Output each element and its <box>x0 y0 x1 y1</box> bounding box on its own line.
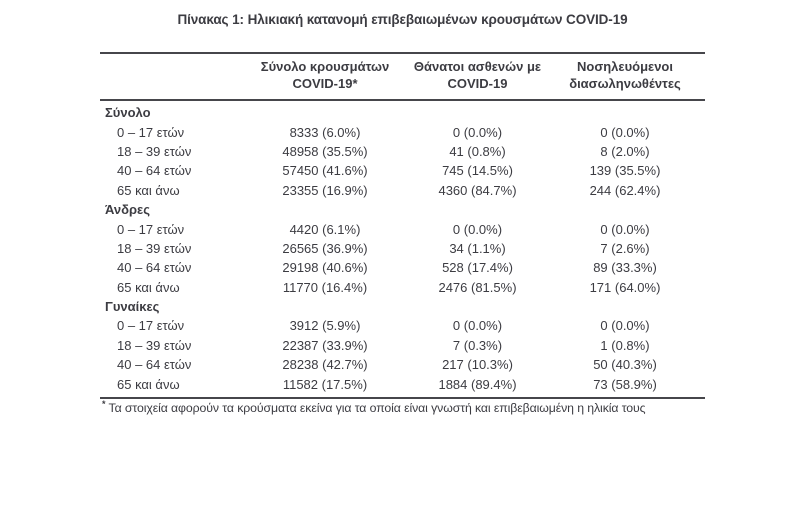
deaths-value: 0 (0.0%) <box>452 221 503 237</box>
deaths-value: 528 (17.4%) <box>442 260 513 276</box>
footnote: * Τα στοιχεία αφορούν τα κρούσματα εκείν… <box>102 399 742 415</box>
header-total-cases: Σύνολο κρουσμάτων COVID-19* <box>240 58 410 92</box>
table-row: 65 και άνω 23355 (16.9%) 4360 (84.7%) 244 (… <box>100 181 705 200</box>
intubated-value: 0 (0.0%) <box>600 221 650 237</box>
intubated-value: 244 (62.4%) <box>589 182 661 198</box>
age-label: 0 – 17 ετών <box>117 318 185 334</box>
table-row: 65 και άνω 11582 (17.5%) 1884 (89.4%) 73 (5… <box>100 374 705 393</box>
header-deaths-line2: COVID-19 <box>447 76 508 91</box>
group-header-row: Γυναίκες <box>100 297 705 316</box>
footnote-marker: * <box>102 399 106 409</box>
group-header-row: Άνδρες <box>100 200 705 219</box>
covid-age-distribution-table: Σύνολο κρουσμάτων COVID-19* Θάνατοι ασθε… <box>100 52 705 399</box>
deaths-value: 41 (0.8%) <box>449 143 506 159</box>
cases-value: 48958 (35.5%) <box>282 143 368 159</box>
table-title: Πίνακας 1: Ηλικιακή κατανομή επιβεβαιωμέ… <box>177 12 628 27</box>
age-label: 18 – 39 ετών <box>117 240 192 256</box>
intubated-value: 73 (58.9%) <box>593 376 657 392</box>
cases-value: 22387 (33.9%) <box>282 337 368 353</box>
deaths-value: 745 (14.5%) <box>442 163 513 179</box>
intubated-value: 171 (64.0%) <box>589 279 661 295</box>
cases-value: 11770 (16.4%) <box>282 279 368 295</box>
cases-value: 57450 (41.6%) <box>282 163 368 179</box>
table-row: 40 – 64 ετών 29198 (40.6%) 528 (17.4%) 89 (… <box>100 258 705 277</box>
deaths-value: 4360 (84.7%) <box>438 182 517 198</box>
header-intubated-line1: Νοσηλευόμενοι <box>577 59 673 74</box>
age-label: 0 – 17 ετών <box>117 124 185 140</box>
intubated-value: 139 (35.5%) <box>589 163 661 179</box>
deaths-value: 217 (10.3%) <box>442 357 513 373</box>
cases-value: 23355 (16.9%) <box>282 182 368 198</box>
deaths-value: 2476 (81.5%) <box>438 279 517 295</box>
header-empty-cell <box>100 58 240 92</box>
table-header-row: Σύνολο κρουσμάτων COVID-19* Θάνατοι ασθε… <box>100 52 705 101</box>
age-label: 40 – 64 ετών <box>117 357 192 373</box>
header-total-cases-line2: COVID-19* <box>292 76 358 91</box>
deaths-value: 0 (0.0%) <box>452 318 503 334</box>
deaths-value: 7 (0.3%) <box>452 337 503 353</box>
header-intubated-line2: διασωληνωθέντες <box>569 76 681 91</box>
footnote-text: Τα στοιχεία αφορούν τα κρούσματα εκείνα … <box>108 401 646 416</box>
table-row: 40 – 64 ετών 57450 (41.6%) 745 (14.5%) 139 … <box>100 161 705 180</box>
cases-value: 3912 (5.9%) <box>289 318 361 334</box>
cases-value: 26565 (36.9%) <box>282 240 368 256</box>
age-label: 18 – 39 ετών <box>117 143 192 159</box>
group-label: Άνδρες <box>105 202 150 218</box>
intubated-value: 89 (33.3%) <box>593 260 657 276</box>
group-label: Σύνολο <box>105 105 151 121</box>
deaths-value: 34 (1.1%) <box>449 240 506 256</box>
intubated-value: 1 (0.8%) <box>600 337 650 353</box>
age-label: 0 – 17 ετών <box>117 221 185 237</box>
cases-value: 8333 (6.0%) <box>289 124 361 140</box>
intubated-value: 0 (0.0%) <box>600 124 650 140</box>
age-label: 65 και άνω <box>117 376 180 392</box>
table-row: 65 και άνω 11770 (16.4%) 2476 (81.5%) 171 (… <box>100 278 705 297</box>
intubated-value: 50 (40.3%) <box>593 357 657 373</box>
cases-value: 29198 (40.6%) <box>282 260 368 276</box>
cases-value: 4420 (6.1%) <box>289 221 361 237</box>
cases-value: 28238 (42.7%) <box>282 357 368 373</box>
age-label: 40 – 64 ετών <box>117 260 192 276</box>
age-label: 40 – 64 ετών <box>117 163 192 179</box>
cases-value: 11582 (17.5%) <box>282 376 368 392</box>
table-row: 0 – 17 ετών 4420 (6.1%) 0 (0.0%) 0 (0.0%) <box>100 219 705 238</box>
deaths-value: 1884 (89.4%) <box>438 376 517 392</box>
age-label: 65 και άνω <box>117 279 180 295</box>
table-row: 18 – 39 ετών 22387 (33.9%) 7 (0.3%) 1 (0.8%… <box>100 336 705 355</box>
table-row: 18 – 39 ετών 48958 (35.5%) 41 (0.8%) 8 (2.0… <box>100 142 705 161</box>
deaths-value: 0 (0.0%) <box>452 124 503 140</box>
table-body: Σύνολο 0 – 17 ετών 8333 (6.0%) 0 (0.0%) 0 (0… <box>100 101 705 399</box>
intubated-value: 0 (0.0%) <box>600 318 650 334</box>
header-deaths-line1: Θάνατοι ασθενών με <box>413 59 542 74</box>
age-label: 65 και άνω <box>117 182 180 198</box>
table-row: 40 – 64 ετών 28238 (42.7%) 217 (10.3%) 50 (… <box>100 355 705 374</box>
header-deaths: Θάνατοι ασθενών με COVID-19 <box>410 58 545 92</box>
group-label: Γυναίκες <box>105 299 160 315</box>
table-row: 0 – 17 ετών 8333 (6.0%) 0 (0.0%) 0 (0.0%) <box>100 122 705 141</box>
header-intubated: Νοσηλευόμενοι διασωληνωθέντες <box>545 58 705 92</box>
table-row: 18 – 39 ετών 26565 (36.9%) 34 (1.1%) 7 (2.6… <box>100 239 705 258</box>
header-total-cases-line1: Σύνολο κρουσμάτων <box>260 59 390 74</box>
age-label: 18 – 39 ετών <box>117 337 192 353</box>
group-header-row: Σύνολο <box>100 103 705 122</box>
intubated-value: 7 (2.6%) <box>600 240 650 256</box>
intubated-value: 8 (2.0%) <box>600 143 650 159</box>
table-row: 0 – 17 ετών 3912 (5.9%) 0 (0.0%) 0 (0.0%) <box>100 316 705 335</box>
